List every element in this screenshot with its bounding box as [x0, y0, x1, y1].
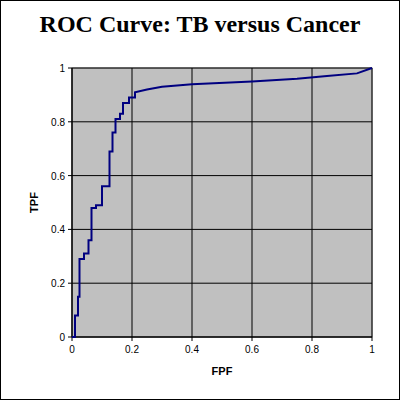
grid-line-y [72, 175, 372, 176]
grid-line-x [312, 68, 313, 337]
tick-label-y: 0.2 [51, 278, 65, 289]
tick-label-x: 0.4 [185, 344, 199, 355]
tick-x [372, 337, 373, 341]
y-axis-label: TPF [28, 192, 40, 213]
tick-label-y: 0.8 [51, 117, 65, 128]
grid-line-y [72, 337, 372, 338]
tick-y [68, 68, 72, 69]
grid-line-y [72, 283, 372, 284]
plot-area [72, 68, 372, 337]
title: ROC Curve: TB versus Cancer [40, 11, 361, 37]
tick-y [68, 175, 72, 176]
tick-label-y: 0.4 [51, 224, 65, 235]
tick-y [68, 337, 72, 338]
tick-y [68, 121, 72, 122]
grid-line-x [72, 68, 73, 337]
axis-x [72, 337, 372, 338]
grid-line-x [252, 68, 253, 337]
tick-label-y: 0.6 [51, 171, 65, 182]
tick-x [132, 337, 133, 341]
roc-line [72, 68, 372, 337]
tick-label-x: 0.8 [305, 344, 319, 355]
tick-label-x: 0.6 [245, 344, 259, 355]
tick-x [252, 337, 253, 341]
tick-x [312, 337, 313, 341]
tick-x [192, 337, 193, 341]
x-axis-label: FPF [212, 365, 233, 377]
tick-label-x: 0 [69, 344, 75, 355]
grid-line-x [132, 68, 133, 337]
chart: 0 0.2 0.4 0.6 0.8 1 0 0.2 0.4 0.6 0.8 1 ROC Curve: T… [0, 0, 400, 400]
outer-frame [1, 1, 400, 400]
tick-label-x: 0.2 [125, 344, 139, 355]
tick-label-x: 1 [369, 344, 375, 355]
grid-line-y [72, 121, 372, 122]
grid-line-x [192, 68, 193, 337]
tick-label-y: 1 [59, 63, 65, 74]
series-group [72, 68, 372, 337]
grid-line-x [372, 68, 373, 337]
axis-y [72, 68, 73, 337]
tick-y [68, 229, 72, 230]
grid-line-y [72, 229, 372, 230]
tick-y [68, 283, 72, 284]
tick-label-y: 0 [59, 332, 65, 343]
grid-line-y [72, 68, 372, 69]
